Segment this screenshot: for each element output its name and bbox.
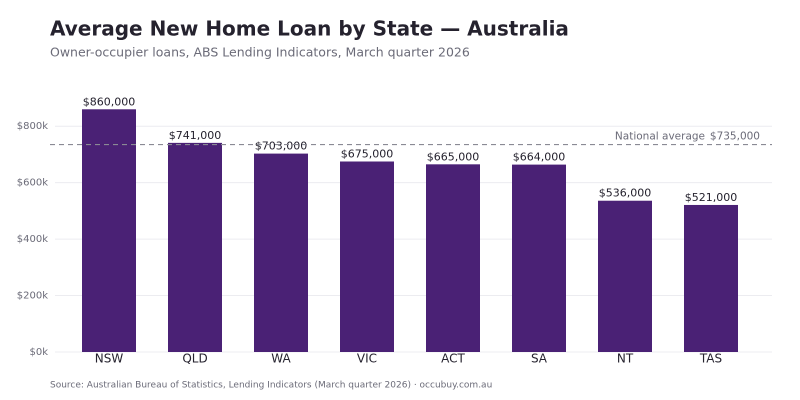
data-label: $536,000 <box>599 187 652 200</box>
data-label: $860,000 <box>83 95 136 108</box>
bar <box>426 164 480 352</box>
bar <box>82 109 136 353</box>
bar <box>684 204 738 352</box>
x-tick-label: QLD <box>182 352 207 366</box>
bar <box>598 200 652 352</box>
data-label: $703,000 <box>255 140 308 153</box>
x-tick-label: SA <box>531 352 548 366</box>
y-tick-label: $800k <box>17 121 48 132</box>
x-tick-label: WA <box>271 352 291 366</box>
x-tick-label: NSW <box>95 352 124 366</box>
x-tick-label: TAS <box>699 352 722 366</box>
data-label: $664,000 <box>513 151 566 164</box>
bar <box>512 164 566 352</box>
data-label: $665,000 <box>427 150 480 163</box>
reference-label: National average <box>615 131 705 143</box>
source-note: Source: Australian Bureau of Statistics,… <box>50 381 492 391</box>
x-tick-label: ACT <box>441 352 465 366</box>
x-tick-label: VIC <box>357 352 377 366</box>
data-label: $521,000 <box>685 191 738 204</box>
data-label: $675,000 <box>341 148 394 161</box>
bar <box>168 142 222 352</box>
y-tick-label: $600k <box>17 178 48 189</box>
x-tick-label: NT <box>617 352 634 366</box>
y-tick-label: $0k <box>29 347 48 358</box>
bar <box>340 161 394 352</box>
y-tick-label: $200k <box>17 291 48 302</box>
chart-title: Average New Home Loan by State — Austral… <box>50 17 569 41</box>
y-tick-label: $400k <box>17 234 48 245</box>
bar <box>254 153 308 352</box>
data-label: $741,000 <box>169 129 222 142</box>
chart-subtitle: Owner-occupier loans, ABS Lending Indica… <box>50 45 470 60</box>
reference-value: $735,000 <box>710 131 760 143</box>
